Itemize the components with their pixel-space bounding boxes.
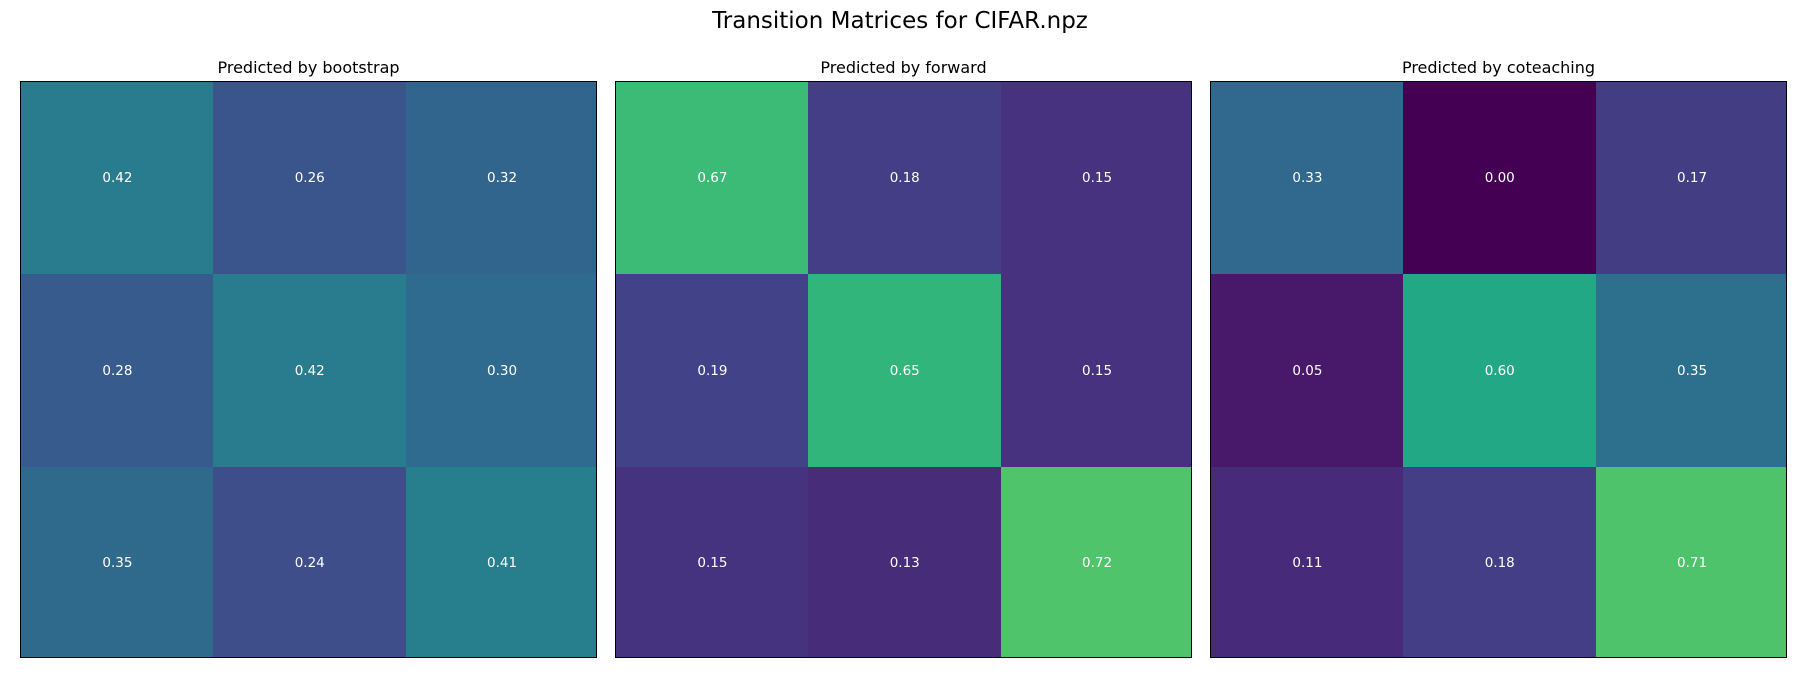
heatmap-cell: 0.11	[1211, 466, 1404, 657]
heatmap-panel: 0.33 0.00 0.17 0.05 0.60 0.35 0.11 0.18 0.71	[1210, 81, 1787, 658]
heatmap-cell: 0.24	[213, 466, 407, 657]
heatmap-cell: 0.17	[1595, 82, 1786, 275]
heatmap-cell: 0.71	[1595, 466, 1786, 657]
heatmap-cell: 0.72	[1000, 466, 1191, 657]
heatmap-cell: 0.18	[1403, 466, 1597, 657]
heatmap-cell: 0.65	[808, 274, 1002, 468]
panel-title: Predicted by forward	[820, 58, 987, 77]
heatmap-cell: 0.30	[405, 274, 596, 468]
heatmap-cell: 0.60	[1403, 274, 1597, 468]
heatmap-cell: 0.19	[616, 274, 809, 468]
heatmap-cell: 0.05	[1211, 274, 1404, 468]
heatmap-cell: 0.15	[1000, 274, 1191, 468]
heatmap-cell: 0.42	[21, 82, 214, 275]
heatmap-cell: 0.35	[21, 466, 214, 657]
heatmap-cell: 0.28	[21, 274, 214, 468]
heatmap-cell: 0.41	[405, 466, 596, 657]
heatmap-cell: 0.15	[1000, 82, 1191, 275]
heatmap-cell: 0.00	[1403, 82, 1597, 275]
heatmap-cell: 0.42	[213, 274, 407, 468]
heatmap-cell: 0.13	[808, 466, 1002, 657]
heatmap-cell: 0.15	[616, 466, 809, 657]
figure-title: Transition Matrices for CIFAR.npz	[712, 8, 1088, 34]
heatmap-cell: 0.35	[1595, 274, 1786, 468]
heatmap-cell: 0.33	[1211, 82, 1404, 275]
heatmap-panel: 0.42 0.26 0.32 0.28 0.42 0.30 0.35 0.24 0.41	[20, 81, 597, 658]
panel-title: Predicted by bootstrap	[217, 58, 400, 77]
heatmap-cell: 0.26	[213, 82, 407, 275]
panel-title: Predicted by coteaching	[1401, 58, 1596, 77]
heatmap-cell: 0.18	[808, 82, 1002, 275]
heatmap-cell: 0.32	[405, 82, 596, 275]
heatmap-panel: 0.67 0.18 0.15 0.19 0.65 0.15 0.15 0.13 0.72	[615, 81, 1192, 658]
heatmap-cell: 0.67	[616, 82, 809, 275]
